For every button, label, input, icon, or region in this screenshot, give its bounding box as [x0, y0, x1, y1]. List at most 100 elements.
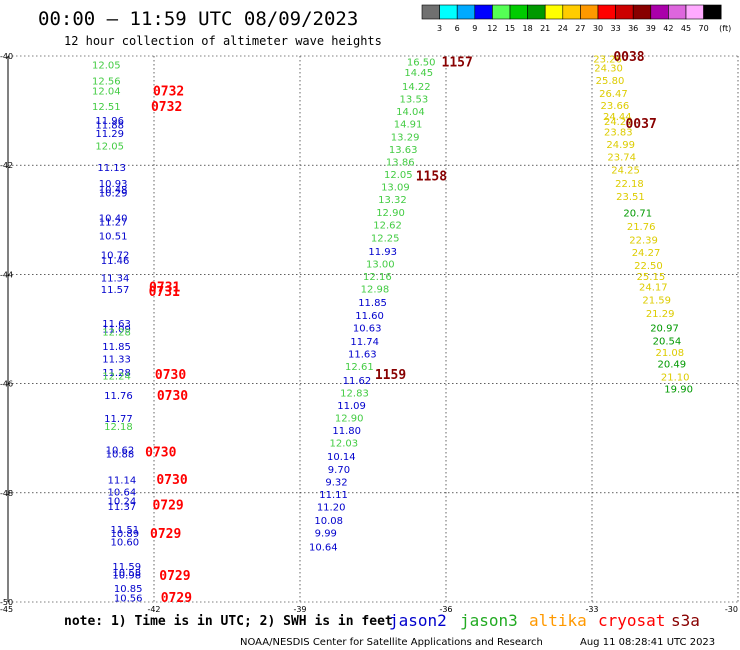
utc-time-label: 0037 — [625, 117, 656, 132]
swh-value-label: 13.63 — [389, 145, 418, 156]
colorbar-swatch-3 — [474, 4, 493, 20]
swh-value-label: 23.74 — [607, 152, 636, 163]
swh-value-label: 11.27 — [99, 217, 128, 228]
colorbar-swatch-14 — [668, 4, 687, 20]
utc-time-label: 0731 — [149, 280, 180, 295]
y-tick-label: -46 — [0, 380, 13, 389]
swh-value-label: 10.62 — [106, 446, 135, 457]
swh-value-label: 20.49 — [657, 359, 686, 370]
swh-value-label: 13.32 — [378, 195, 407, 206]
swh-value-label: 11.60 — [355, 311, 384, 322]
swh-value-label: 12.05 — [95, 142, 124, 153]
swh-value-label: 11.57 — [101, 285, 130, 296]
swh-value-label: 10.63 — [353, 323, 382, 334]
colorbar-swatch-1 — [439, 4, 458, 20]
swh-value-label: 10.64 — [108, 488, 137, 499]
swh-value-label: 9.32 — [325, 477, 347, 488]
swh-value-label: 24.99 — [606, 140, 635, 151]
swh-value-label: 12.51 — [92, 102, 121, 113]
utc-time-label: 0732 — [153, 84, 184, 99]
swh-value-label: 11.46 — [101, 256, 130, 267]
legend-entry-jason2: jason2 — [389, 611, 447, 630]
colorbar-tick-label: 30 — [593, 24, 603, 33]
swh-value-label: 11.59 — [112, 562, 141, 573]
x-tick-label: -30 — [725, 605, 738, 614]
swh-value-label: 11.63 — [348, 350, 377, 361]
swh-value-label: 12.83 — [340, 388, 369, 399]
swh-value-label: 10.85 — [114, 584, 143, 595]
chart-subtitle: 12 hour collection of altimeter wave hei… — [64, 34, 382, 48]
swh-value-label: 10.58 — [112, 568, 141, 579]
colorbar-tick-label: 6 — [455, 24, 460, 33]
swh-value-label: 24.25 — [611, 166, 640, 177]
swh-value-label: 12.28 — [102, 328, 131, 339]
x-tick-labels: -45 -42 -39 -36 -33 -30 — [0, 605, 738, 614]
colorbar-tick-label: 15 — [505, 24, 515, 33]
swh-value-label: 22.18 — [615, 179, 644, 190]
swh-value-label: 10.24 — [108, 496, 137, 507]
swh-value-label: 11.28 — [102, 368, 131, 379]
colorbar-tick-label: 39 — [646, 24, 656, 33]
swh-value-label: 10.60 — [110, 537, 139, 548]
swh-value-label: 19.90 — [664, 385, 693, 396]
utc-time-label: 0729 — [150, 527, 181, 542]
colorbar-tick-label: 33 — [611, 24, 621, 33]
chart-title: 00:00 — 11:59 UTC 08/09/2023 — [38, 8, 358, 30]
swh-value-label: 11.77 — [104, 414, 133, 425]
credit-source: NOAA/NESDIS Center for Satellite Applica… — [240, 637, 543, 648]
swh-value-label: 11.88 — [95, 120, 124, 131]
legend-entry-altika: altika — [529, 611, 587, 630]
swh-value-label: 10.14 — [327, 452, 356, 463]
swh-value-label: 10.08 — [314, 516, 343, 527]
swh-value-label: 10.89 — [110, 529, 139, 540]
swh-value-label: 10.93 — [99, 179, 128, 190]
swh-value-label: 10.51 — [99, 232, 128, 243]
swh-value-label: 11.20 — [317, 502, 346, 513]
swh-value-label: 11.33 — [102, 354, 131, 365]
colorbar-tick-label: 45 — [681, 24, 691, 33]
utc-time-label: 0729 — [159, 569, 190, 584]
swh-value-label: 12.61 — [345, 362, 374, 373]
colorbar-swatch-9 — [580, 4, 599, 20]
swh-value-label: 21.76 — [627, 222, 656, 233]
swh-value-label: 13.00 — [366, 259, 395, 270]
swh-value-label: 11.76 — [104, 391, 133, 402]
y-tick-label: -50 — [0, 598, 13, 607]
y-tick-label: -44 — [0, 270, 13, 279]
swh-value-label: 11.85 — [358, 298, 387, 309]
swh-value-label: 12.98 — [361, 285, 390, 296]
satellite-legend: jason2 jason3 altika cryosat s3a — [389, 611, 700, 630]
y-tick-label: -48 — [0, 489, 13, 498]
swh-value-label: 10.72 — [101, 251, 130, 262]
swh-value-label: 12.18 — [104, 422, 133, 433]
utc-time-label: 1158 — [416, 170, 447, 185]
swh-value-label: 11.93 — [368, 247, 397, 258]
legend-entry-jason3: jason3 — [460, 611, 518, 630]
swh-value-label: 12.04 — [92, 86, 121, 97]
swh-value-label: 13.09 — [381, 182, 410, 193]
swh-value-label: 23.26 — [593, 55, 622, 66]
swh-value-label: 20.97 — [650, 323, 679, 334]
swh-value-label: 11.96 — [95, 116, 124, 127]
swh-value-label: 12.03 — [329, 439, 358, 450]
swh-value-label: 11.37 — [108, 502, 137, 513]
colorbar-swatch-4 — [492, 4, 511, 20]
legend-entry-cryosat: cryosat — [598, 611, 665, 630]
colorbar-legend: 3 6 9 12 15 18 21 24 27 30 33 36 39 42 45 70 (ft) — [421, 4, 731, 33]
swh-value-label: 9.99 — [315, 529, 337, 540]
swh-value-label: 11.09 — [102, 324, 131, 335]
swh-value-label: 24.28 — [604, 117, 633, 128]
swh-value-label: 14.04 — [396, 107, 425, 118]
swh-value-label: 10.88 — [106, 449, 135, 460]
footnote: note: 1) Time is in UTC; 2) SWH is in fe… — [64, 614, 393, 629]
swh-value-label: 11.51 — [110, 525, 139, 536]
swh-value-label: 12.90 — [335, 413, 364, 424]
colorbar-swatch-2 — [456, 4, 476, 20]
swh-value-label: 12.62 — [373, 221, 402, 232]
colorbar-tick-label: 24 — [558, 24, 568, 33]
swh-value-label: 24.27 — [632, 248, 661, 259]
colorbar-swatch-15 — [685, 4, 704, 20]
colorbar-swatch-13 — [650, 4, 669, 20]
